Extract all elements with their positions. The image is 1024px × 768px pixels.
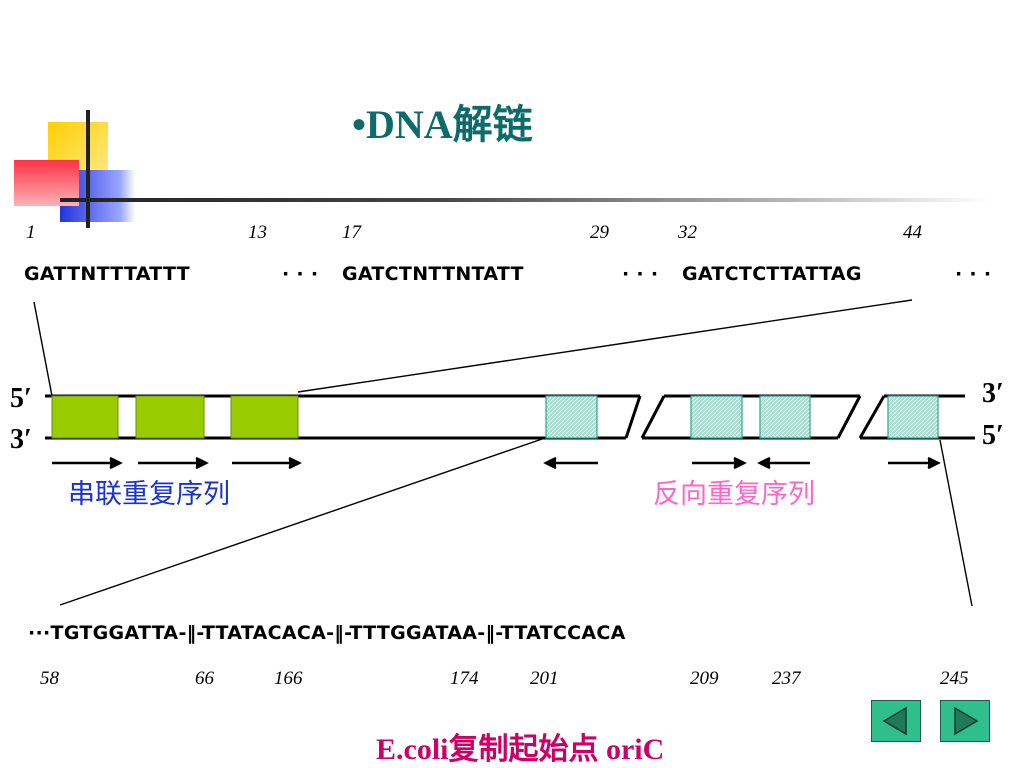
top-number-2: 13 — [248, 222, 267, 243]
horizontal-rule — [60, 198, 990, 202]
top-number-6: 44 — [903, 222, 922, 243]
top-number-4: 29 — [590, 222, 609, 243]
prev-slide-button[interactable] — [871, 700, 921, 742]
arrow-right-4 — [692, 456, 747, 470]
arrow-right-2 — [138, 456, 209, 470]
top-seq-segment-2: GATCTNTTNTATT — [342, 263, 524, 285]
strand-label-left-bottom: 3′ — [10, 424, 32, 455]
bottom-number-6: 209 — [690, 668, 719, 689]
top-seq-ellipsis-2: · · · — [622, 263, 659, 285]
zoom-line-top-left — [33, 301, 53, 397]
inverted-repeat-box-2 — [690, 395, 743, 439]
bottom-number-1: 58 — [40, 668, 59, 689]
tandem-repeat-box-1 — [51, 395, 119, 439]
zoom-line-bottom-right — [939, 439, 973, 607]
caption: E.coli复制起始点 oriC — [376, 733, 665, 766]
arrow-left-2 — [757, 456, 810, 470]
corner-decoration — [0, 100, 1000, 230]
arrow-right-3 — [232, 456, 302, 470]
strand-break-2b — [858, 395, 886, 439]
strand-break-1b — [640, 395, 666, 439]
zoom-line-bottom-left — [59, 437, 546, 606]
arrow-left-1 — [543, 456, 598, 470]
bottom-number-2: 66 — [195, 668, 214, 689]
bottom-number-4: 174 — [450, 668, 479, 689]
triangle-right-icon — [954, 706, 979, 736]
bottom-number-5: 201 — [530, 668, 559, 689]
inverted-repeat-box-4 — [887, 395, 939, 439]
tandem-repeat-box-3 — [230, 395, 299, 439]
tandem-repeat-box-2 — [135, 395, 205, 439]
inverted-repeat-box-1 — [545, 395, 598, 439]
next-slide-button[interactable] — [940, 700, 990, 742]
strand-label-right-bottom: 5′ — [982, 420, 1004, 451]
strand-break-1a — [624, 395, 642, 439]
vertical-rule — [86, 110, 90, 228]
bottom-number-3: 166 — [274, 668, 303, 689]
tandem-repeat-label: 串联重复序列 — [68, 479, 230, 510]
strand-label-left-top: 5′ — [10, 383, 32, 414]
bottom-sequence: ···TGTGGATTA-‖-TTATACACA-‖-TTTGGATAA-‖-T… — [28, 622, 626, 644]
top-seq-segment-3: GATCTCTTATTAG — [682, 263, 862, 285]
bottom-number-8: 245 — [940, 668, 969, 689]
strand-break-2a — [836, 395, 862, 439]
arrow-right-5 — [888, 456, 941, 470]
bottom-number-7: 237 — [772, 668, 801, 689]
inverted-repeat-box-3 — [759, 395, 811, 439]
top-seq-segment-1: GATTNTTTATTT — [24, 263, 190, 285]
arrow-right-1 — [52, 456, 123, 470]
page-title: •DNA解链 — [352, 102, 533, 147]
top-number-1: 1 — [26, 222, 36, 243]
zoom-line-top-right — [297, 299, 913, 393]
top-seq-ellipsis-1: · · · — [282, 263, 319, 285]
strand-label-right-top: 3′ — [982, 378, 1004, 409]
triangle-left-icon — [882, 706, 907, 736]
top-number-5: 32 — [678, 222, 697, 243]
top-seq-ellipsis-3: · · · — [955, 263, 992, 285]
top-number-3: 17 — [342, 222, 361, 243]
inverted-repeat-label: 反向重复序列 — [653, 479, 815, 510]
